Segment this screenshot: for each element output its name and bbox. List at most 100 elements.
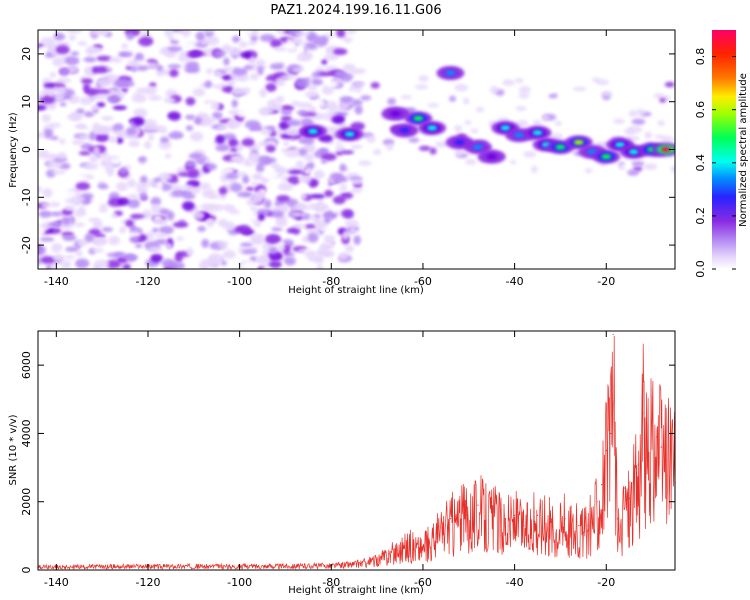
noise-blob	[96, 102, 106, 108]
spectral-peak-core	[573, 139, 584, 145]
snr-point	[550, 521, 552, 523]
noise-blob	[84, 233, 95, 243]
noise-blob	[38, 132, 46, 138]
spectral-peak-core	[615, 142, 626, 148]
noise-blob	[259, 33, 276, 42]
noise-blob	[223, 249, 236, 259]
noise-blob	[169, 184, 183, 190]
noise-blob	[311, 71, 321, 78]
noise-blob	[306, 34, 322, 43]
noise-blob	[335, 145, 346, 152]
noise-blob	[218, 244, 228, 250]
noise-blob	[75, 182, 91, 191]
snr-point	[587, 525, 589, 527]
noise-blob	[205, 219, 216, 225]
spectrogram-y-tick-label: 10	[20, 95, 33, 109]
noise-blob	[117, 197, 130, 206]
noise-blob	[159, 136, 170, 144]
noise-blob	[286, 119, 302, 127]
noise-blob	[155, 238, 168, 245]
snr-x-tick-label: -120	[136, 576, 161, 589]
noise-blob	[83, 162, 99, 170]
noise-blob	[204, 80, 213, 89]
noise-blob	[48, 122, 62, 128]
noise-blob	[244, 120, 261, 130]
noise-blob	[344, 244, 355, 253]
snr-x-tick-label: -100	[227, 576, 252, 589]
noise-blob	[325, 33, 336, 38]
noise-blob	[121, 43, 128, 50]
noise-blob	[346, 30, 357, 34]
noise-blob	[294, 202, 307, 211]
noise-blob	[40, 37, 56, 45]
noise-blob	[288, 169, 303, 175]
colorbar-tick-label: 0.0	[694, 260, 707, 278]
noise-blob	[57, 152, 67, 160]
snr-panel: -140 -120 -100 -80 -60 -40 -20 0 2000 4000 6000 He…	[8, 330, 676, 596]
noise-blob	[128, 140, 140, 148]
noise-blob	[338, 183, 348, 192]
spectral-peak-core	[445, 70, 456, 76]
noise-blob	[204, 157, 211, 165]
noise-blob	[92, 237, 106, 247]
noise-blob	[55, 44, 70, 55]
noise-blob	[159, 208, 170, 216]
noise-blob	[174, 252, 183, 263]
noise-blob	[60, 216, 72, 226]
noise-blob	[106, 95, 121, 104]
noise-blob	[137, 156, 147, 163]
noise-blob	[235, 155, 245, 164]
noise-blob	[304, 224, 317, 230]
noise-blob	[386, 143, 394, 151]
colorbar: 0.0 0.2 0.4 0.6 0.8 Normalized spectral ampl…	[694, 30, 749, 278]
noise-blob	[366, 135, 376, 143]
noise-blob	[50, 136, 59, 141]
noise-blob	[631, 160, 645, 167]
noise-blob	[502, 79, 515, 86]
noise-blob	[271, 227, 283, 232]
noise-blob	[185, 125, 194, 132]
noise-blob	[108, 56, 125, 63]
noise-blob	[305, 161, 315, 170]
spectral-peak-core	[427, 125, 438, 131]
spectrogram-x-tick-label: -80	[322, 275, 340, 288]
noise-blob	[218, 193, 227, 200]
snr-point	[633, 480, 635, 482]
noise-blob	[51, 242, 63, 253]
noise-blob	[167, 64, 182, 69]
noise-blob	[307, 233, 319, 243]
noise-blob	[268, 105, 284, 111]
noise-blob	[345, 33, 359, 39]
noise-blob	[221, 86, 234, 93]
noise-blob	[150, 253, 163, 263]
noise-blob	[360, 95, 372, 101]
noise-blob	[194, 116, 203, 125]
noise-blob	[156, 181, 163, 190]
noise-blob	[324, 215, 331, 224]
noise-blob	[332, 195, 346, 205]
noise-blob	[387, 97, 397, 105]
noise-blob	[127, 59, 139, 67]
snr-point	[623, 487, 626, 489]
noise-blob	[370, 81, 380, 89]
snr-trace	[38, 335, 675, 570]
noise-blob	[341, 209, 354, 218]
noise-blob	[242, 261, 254, 269]
noise-blob	[238, 224, 251, 235]
noise-blob	[313, 169, 325, 180]
noise-blob	[126, 178, 137, 188]
noise-blob	[514, 78, 524, 84]
noise-blob	[164, 30, 172, 37]
noise-blob	[665, 81, 675, 88]
noise-blob	[38, 226, 46, 237]
noise-blob	[249, 73, 259, 81]
noise-blob	[178, 119, 187, 128]
noise-blob	[330, 185, 343, 190]
figure-title: PAZ1.2024.199.16.11.G06	[270, 3, 441, 18]
noise-blob	[201, 238, 210, 248]
noise-blob	[249, 131, 263, 138]
noise-blob	[670, 165, 675, 173]
noise-blob	[342, 63, 356, 73]
